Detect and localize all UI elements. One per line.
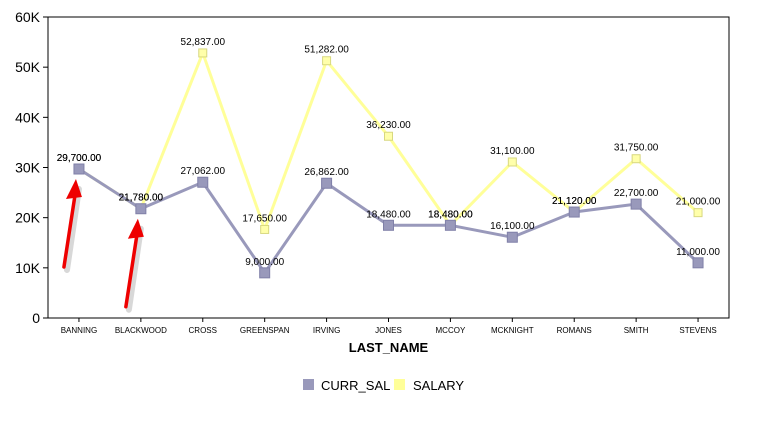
y-tick-label: 30K [15,160,41,176]
red-arrow-head [127,218,144,239]
legend-label-salary: SALARY [413,378,464,393]
legend-swatch-salary [394,379,405,390]
curr-sal-data-label: 16,100.00 [490,221,535,232]
plot-area [47,16,730,319]
salary-point [322,56,332,66]
x-tick-label: GREENSPAN [240,326,290,335]
curr-sal-data-label: 21,780.00 [119,193,164,204]
curr-sal-point [259,267,271,279]
curr-sal-point [506,231,518,243]
curr-sal-data-label: 29,700.00 [57,153,102,164]
salary-point [507,157,517,167]
y-tick-label: 10K [15,260,41,276]
y-tick-label: 50K [15,59,41,75]
curr-sal-point [630,198,642,210]
y-tick-label: 40K [15,109,41,125]
x-tick-label: MCCOY [436,326,466,335]
salary-data-label: 36,230.00 [366,120,411,131]
x-tick-label: SMITH [624,326,649,335]
salary-point [260,224,270,234]
curr-sal-data-label: 11,000.00 [676,247,720,258]
curr-sal-point [321,177,333,189]
salary-data-label: 18,480.00 [428,209,473,220]
x-tick-label: BANNING [61,326,97,335]
curr-sal-point [568,206,580,218]
curr-sal-point [73,163,85,175]
x-tick-label: IRVING [313,326,340,335]
salary-data-label: 21,000.00 [676,197,721,208]
arrow-shadow [63,186,82,274]
salary-data-label: 51,282.00 [304,45,349,56]
salary-data-label: 21,780.00 [119,193,164,204]
salary-data-label: 17,650.00 [242,213,287,224]
legend-label-curr-sal: CURR_SAL [321,378,390,393]
curr-sal-data-label: 18,480.00 [366,209,411,220]
salary-data-label: 29,700.00 [57,153,102,164]
x-tick-label: ROMANS [557,326,592,335]
curr-sal-point [444,219,456,231]
arrow-shadow [125,225,144,313]
curr-sal-point [692,257,704,269]
red-arrow-shaft [124,226,140,309]
x-tick-label: CROSS [189,326,217,335]
y-tick-label: 0 [32,310,40,326]
curr-sal-point [383,219,394,231]
salary-data-label: 31,100.00 [490,146,535,157]
red-arrow-shaft [62,187,78,269]
x-tick-label: STEVENS [679,326,716,335]
salary-point [693,208,703,218]
salary-point [198,48,208,58]
legend-swatch-curr-sal [303,379,314,390]
y-tick-label: 20K [15,210,41,226]
salary-data-label: 31,750.00 [614,143,659,154]
curr-sal-data-label: 9,000.00 [245,257,284,268]
x-tick-label: JONES [375,326,402,335]
curr-sal-data-label: 18,480.00 [428,209,473,220]
y-tick-label: 60K [15,9,41,25]
curr-sal-data-label: 22,700.00 [614,188,659,199]
salary-data-label: 21,120.00 [552,196,597,207]
salary-data-label: 52,837.00 [181,37,226,48]
x-axis-title: LAST_NAME [349,340,429,355]
curr-sal-point [197,176,209,188]
red-arrow-head [65,179,82,200]
curr-sal-data-label: 26,862.00 [304,167,349,178]
curr-sal-data-label: 21,120.00 [552,196,597,207]
curr-sal-data-label: 27,062.00 [181,166,226,177]
salary-point [384,131,393,141]
salary-point [631,154,641,164]
curr-sal-point [135,203,147,215]
x-tick-label: MCKNIGHT [491,326,534,335]
x-tick-label: BLACKWOOD [115,326,167,335]
